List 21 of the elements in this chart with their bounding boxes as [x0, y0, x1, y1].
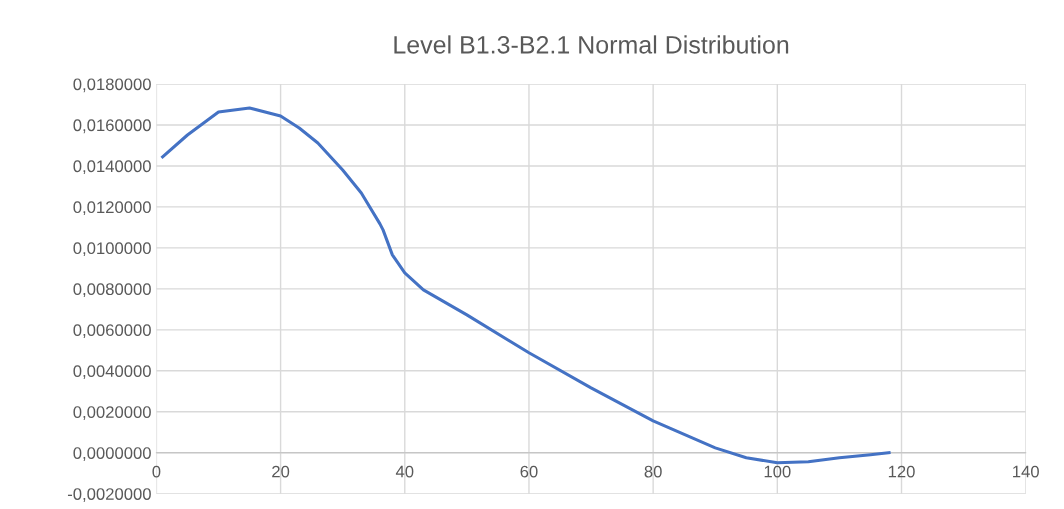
x-tick-label: 80 [644, 465, 662, 478]
y-tick-label: 0,0160000 [73, 119, 151, 134]
x-tick-label: 40 [395, 465, 414, 478]
x-tick-label: 60 [520, 465, 538, 478]
x-tick-label: 20 [272, 465, 290, 478]
y-tick-label: 0,0000000 [73, 447, 151, 461]
y-tick-label: 0,0140000 [73, 160, 151, 175]
y-tick-label: 0,0060000 [73, 324, 151, 338]
chart-title: Level B1.3-B2.1 Normal Distribution [394, 35, 789, 54]
y-tick-label: 0,0180000 [73, 78, 151, 93]
y-tick-label: 0,0080000 [73, 283, 151, 298]
y-tick-label: 0,0020000 [73, 406, 151, 420]
x-tick-label: 120 [888, 465, 915, 478]
y-tick-label: 0,0100000 [73, 242, 151, 257]
x-tick-label: 0 [152, 465, 161, 478]
x-tick-label: 140 [1013, 465, 1039, 478]
y-tick-label: -0,0020000 [67, 488, 151, 502]
line-series [161, 106, 891, 465]
x-tick-label: 100 [764, 465, 791, 478]
y-tick-label: 0,0040000 [73, 365, 151, 379]
y-tick-label: 0,0120000 [73, 201, 151, 216]
